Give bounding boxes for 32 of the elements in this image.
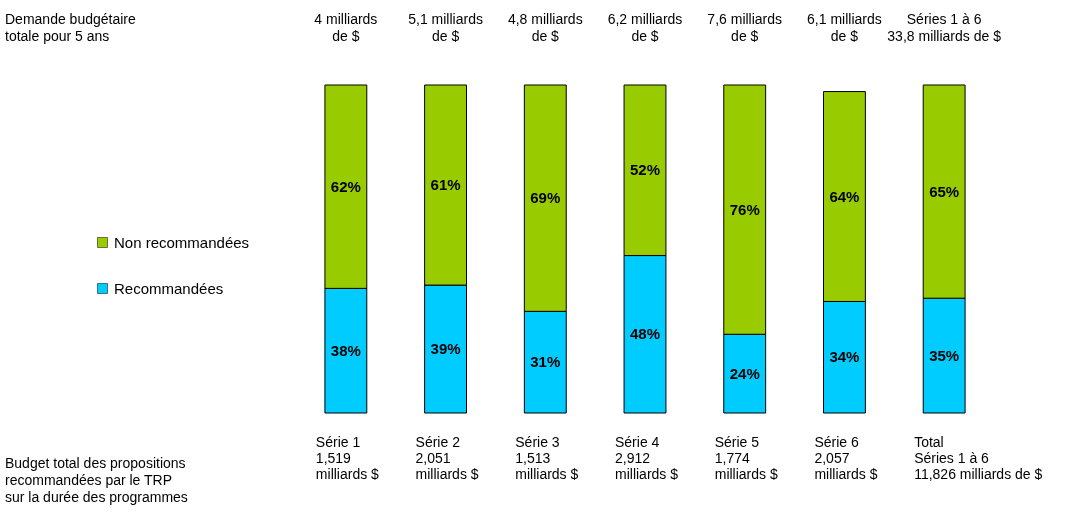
- text: 7,6 milliards de $: [707, 11, 783, 44]
- x-tick-label: Total Séries 1 à 6 11,826 milliards de $: [914, 433, 1043, 482]
- data-label: 48%: [629, 325, 661, 343]
- text: 4,8 milliards de $: [507, 11, 583, 44]
- data-label: 39%: [430, 340, 461, 358]
- text: 6,2 milliards de $: [607, 11, 683, 44]
- text: 5,1 milliards de $: [408, 11, 483, 44]
- data-label: 69%: [530, 189, 561, 207]
- x-tick-label: Série 5 1,774 milliards $: [714, 433, 778, 482]
- x-tick-label: Série 4 2,912 milliards $: [615, 433, 679, 482]
- data-label: 35%: [929, 346, 960, 364]
- data-label: 76%: [729, 200, 760, 218]
- data-label: 34%: [829, 348, 860, 366]
- data-label: 65%: [929, 182, 960, 200]
- x-tick-label: Série 1 1,519 milliards $: [315, 433, 380, 482]
- x-tick-label: Série 3 1,513 milliards $: [515, 433, 579, 482]
- legend-label: Non recommandées: [114, 233, 250, 251]
- text: 4 milliards de $: [314, 11, 378, 44]
- data-label: 24%: [729, 364, 760, 382]
- x-tick-label: Série 6 2,057 milliards $: [814, 433, 878, 482]
- data-label: 38%: [330, 341, 361, 359]
- data-label: 64%: [829, 187, 860, 205]
- data-label: 61%: [430, 176, 461, 194]
- data-label: 62%: [330, 177, 361, 195]
- text: Demande budgétaire totale pour 5 ans: [5, 11, 136, 44]
- text: Budget total des propositions recommandées par le TRP sur la durée des programmes: [5, 455, 188, 505]
- data-label: 31%: [530, 353, 561, 371]
- x-tick-label: Série 2 2,051 milliards $: [415, 433, 479, 482]
- text: Séries 1 à 6 33,8 milliards de $: [887, 11, 1002, 44]
- data-label: 52%: [629, 161, 661, 179]
- text: 6,1 milliards de $: [807, 11, 882, 44]
- legend-label: Recommandées: [114, 279, 224, 297]
